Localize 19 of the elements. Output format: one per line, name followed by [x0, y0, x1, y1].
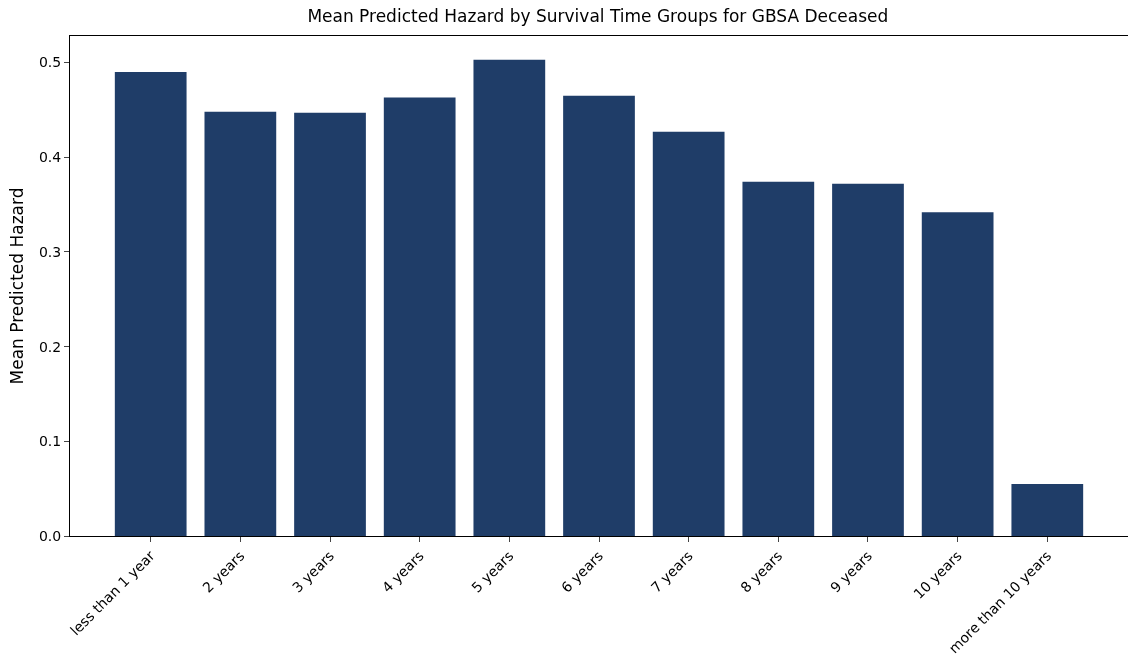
chart-title: Mean Predicted Hazard by Survival Time Groups for GBSA Deceased [307, 5, 889, 26]
bar [921, 212, 994, 536]
y-tick-label: 0.4 [38, 149, 62, 166]
bar [294, 112, 366, 536]
y-tick-label: 0.3 [38, 243, 62, 260]
bar [204, 111, 277, 536]
bar [652, 131, 725, 536]
y-tick-label: 0.1 [38, 433, 62, 450]
bar [832, 183, 904, 536]
bar [473, 59, 546, 536]
bar [1011, 483, 1084, 536]
y-axis-title: Mean Predicted Hazard [7, 187, 28, 385]
y-tick-label: 0.0 [38, 527, 62, 544]
bar [563, 95, 635, 536]
bar [742, 181, 815, 536]
bar [114, 71, 187, 536]
y-tick-label: 0.2 [38, 338, 62, 355]
y-tick-label: 0.5 [38, 54, 62, 71]
bar [383, 97, 456, 536]
